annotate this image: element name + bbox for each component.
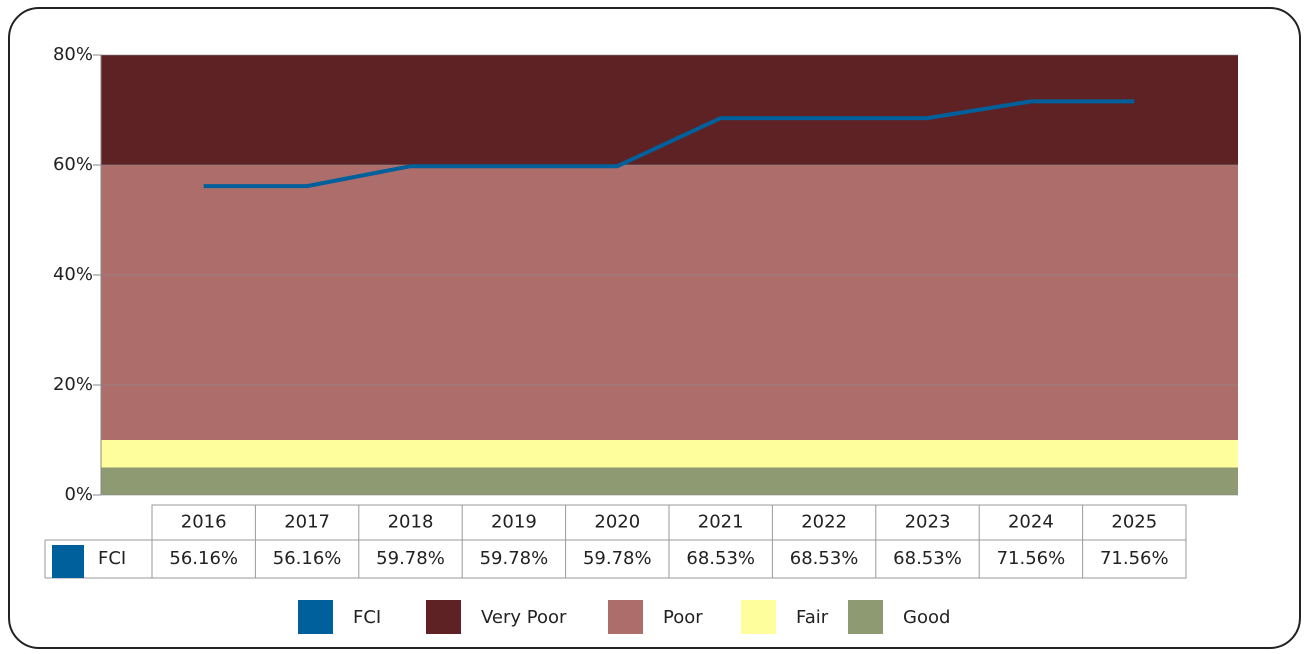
table-cell: 68.53% — [790, 548, 859, 569]
y-tick-label: 60% — [53, 154, 93, 175]
legend-swatch — [741, 600, 776, 634]
legend-label: Good — [903, 607, 950, 628]
band — [101, 55, 1238, 165]
table-cell: 56.16% — [273, 548, 342, 569]
band — [101, 165, 1238, 440]
x-tick-label: 2023 — [905, 512, 951, 533]
table-row-label: FCI — [98, 548, 126, 569]
table-cell: 68.53% — [893, 548, 962, 569]
legend-label: Poor — [663, 607, 703, 628]
y-tick-label: 80% — [53, 44, 93, 65]
table-cell: 68.53% — [686, 548, 755, 569]
x-tick-label: 2019 — [491, 512, 537, 533]
x-tick-label: 2021 — [698, 512, 744, 533]
table-cell: 59.78% — [480, 548, 549, 569]
x-tick-label: 2016 — [181, 512, 227, 533]
table-swatch — [52, 545, 84, 578]
y-tick-label: 0% — [64, 484, 93, 505]
legend-swatch — [426, 600, 461, 634]
table-cell: 59.78% — [376, 548, 445, 569]
band — [101, 467, 1238, 495]
band — [101, 440, 1238, 468]
x-tick-label: 2025 — [1111, 512, 1157, 533]
legend-swatch — [608, 600, 643, 634]
table-cell: 56.16% — [169, 548, 238, 569]
table-cell: 71.56% — [997, 548, 1066, 569]
fci-line — [203, 99, 1135, 189]
legend-label: Very Poor — [481, 607, 567, 628]
legend-swatch — [848, 600, 883, 634]
legend-label: Fair — [796, 607, 829, 628]
x-tick-label: 2017 — [284, 512, 330, 533]
x-tick-label: 2024 — [1008, 512, 1054, 533]
y-tick-label: 40% — [53, 264, 93, 285]
x-tick-label: 2018 — [388, 512, 434, 533]
y-tick-label: 20% — [53, 374, 93, 395]
table-cell: 59.78% — [583, 548, 652, 569]
x-tick-label: 2020 — [594, 512, 640, 533]
legend-swatch — [298, 600, 333, 634]
legend-label: FCI — [353, 607, 381, 628]
table-cell: 71.56% — [1100, 548, 1169, 569]
x-tick-label: 2022 — [801, 512, 847, 533]
